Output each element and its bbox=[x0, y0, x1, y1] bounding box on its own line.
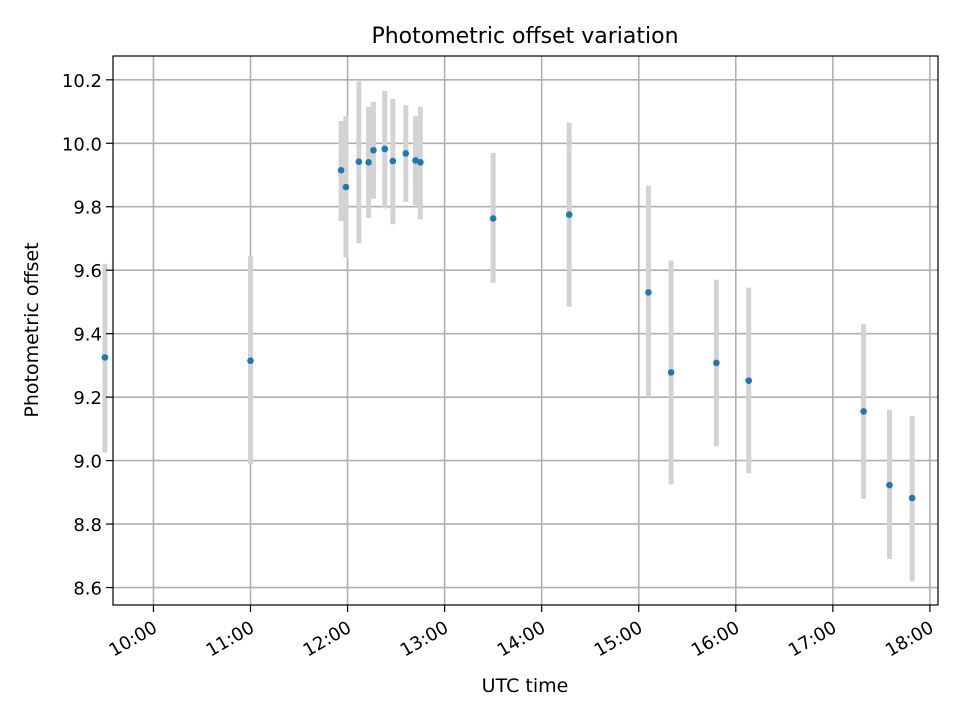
data-point bbox=[886, 481, 893, 489]
data-point bbox=[101, 354, 109, 361]
data-point bbox=[402, 150, 410, 157]
data-point bbox=[908, 494, 916, 502]
y-tick-label: 8.8 bbox=[73, 515, 102, 536]
data-point bbox=[355, 158, 363, 165]
plot-frame bbox=[112, 55, 939, 606]
data-point bbox=[342, 183, 350, 191]
y-tick-label: 9.8 bbox=[73, 198, 102, 219]
y-tick-label: 9.0 bbox=[73, 452, 102, 473]
y-axis-label: Photometric offset bbox=[21, 242, 43, 417]
data-point bbox=[489, 215, 497, 222]
data-point bbox=[745, 377, 753, 384]
y-tick-label: 9.6 bbox=[73, 261, 102, 282]
data-point bbox=[713, 359, 720, 367]
y-tick-label: 8.6 bbox=[73, 579, 102, 600]
y-tick-label: 10.2 bbox=[62, 71, 102, 92]
data-point bbox=[247, 357, 254, 364]
data-point bbox=[645, 289, 652, 296]
data-point bbox=[381, 145, 389, 153]
y-axis: 8.6 8.8 9.0 9.2 9.4 9.6 9.8 10.0 10.2 bbox=[62, 71, 113, 600]
y-tick-label: 10.0 bbox=[62, 134, 102, 155]
data-point bbox=[667, 369, 675, 376]
chart-title: Photometric offset variation bbox=[371, 24, 678, 49]
data-point bbox=[860, 408, 867, 415]
data-point bbox=[337, 166, 345, 174]
data-point bbox=[365, 159, 372, 166]
data-point bbox=[565, 211, 573, 218]
data-points bbox=[101, 145, 916, 502]
data-point bbox=[389, 157, 397, 165]
data-point bbox=[370, 146, 377, 154]
y-tick-label: 9.4 bbox=[73, 325, 102, 346]
y-tick-label: 9.2 bbox=[73, 388, 102, 409]
x-axis-label: UTC time bbox=[482, 675, 569, 697]
data-point bbox=[417, 159, 424, 166]
